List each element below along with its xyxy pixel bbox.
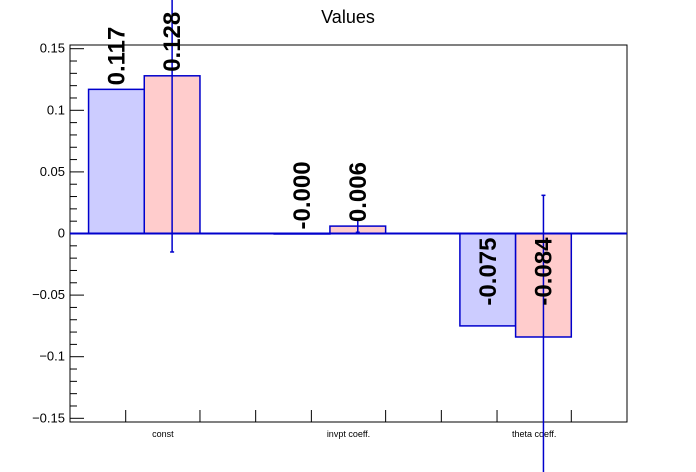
- y-tick-label: 0.05: [40, 164, 65, 179]
- error-bars: [170, 0, 546, 472]
- data-label: -0.075: [475, 238, 502, 306]
- y-tick-label: −0.15: [32, 410, 65, 425]
- x-tick-label: const: [152, 429, 174, 439]
- data-label: -0.084: [530, 237, 557, 306]
- data-label: 0.128: [159, 12, 186, 72]
- x-tick-label: theta coeff.: [512, 429, 556, 439]
- bar: [87, 88, 146, 235]
- x-tick-label: invpt coeff.: [327, 429, 370, 439]
- data-label: 0.006: [345, 162, 372, 222]
- y-tick-label: 0.15: [40, 41, 65, 56]
- data-labels: 0.117 -0.000 -0.075 0.128 0.006 -0.084: [103, 12, 557, 306]
- data-label: 0.117: [103, 27, 130, 86]
- y-tick-label: −0.1: [39, 349, 65, 364]
- data-label: -0.000: [289, 161, 316, 229]
- y-tick-label: −0.05: [32, 287, 65, 302]
- chart-title: Values: [321, 7, 375, 27]
- y-tick-label: 0.1: [47, 102, 65, 117]
- y-tick-label: 0: [58, 226, 65, 241]
- axes: 0.15 0.1 0.05 0 −0.05 −0.1 −0.15 const invpt coe…: [32, 41, 628, 439]
